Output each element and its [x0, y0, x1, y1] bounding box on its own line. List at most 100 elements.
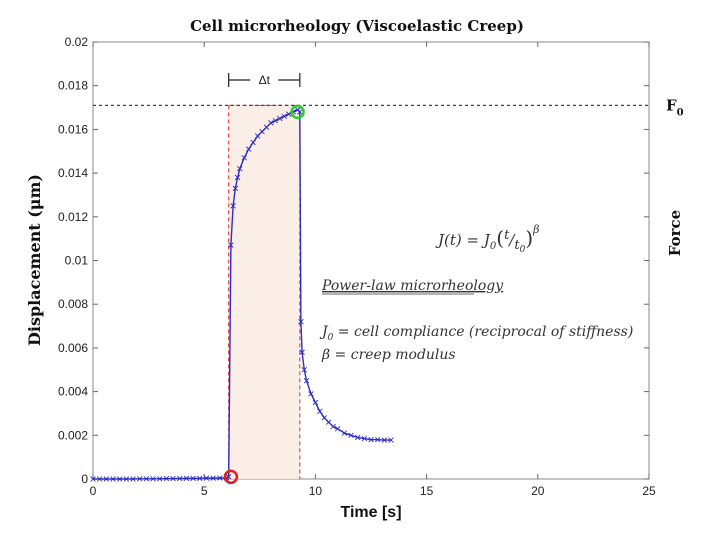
y-tick-label: 0.012 — [58, 210, 88, 224]
data-point — [268, 120, 274, 126]
data-point — [272, 117, 279, 124]
interval-label: Δt — [259, 73, 271, 87]
data-point — [110, 476, 116, 482]
data-point — [348, 432, 354, 439]
data-point — [197, 475, 203, 482]
x-tick-label: 5 — [201, 484, 208, 498]
data-point — [341, 430, 348, 436]
data-point — [308, 391, 314, 397]
data-point — [157, 476, 163, 482]
y-axis: 0 0.002 0.004 0.006 0.008 0.01 0.012 0.014 0.016… — [58, 35, 649, 486]
interval-bracket — [228, 73, 301, 87]
equation-sub0: 0 — [490, 241, 497, 252]
x-axis-label: Time [s] — [340, 504, 401, 521]
data-point — [277, 115, 283, 122]
data-point — [254, 133, 261, 139]
right-axis-label: Force — [666, 210, 684, 256]
data-point — [225, 474, 232, 480]
equation-annotation: J(t) = J0(t/t0)β — [435, 223, 540, 255]
data-point — [301, 367, 307, 373]
data-point — [230, 203, 236, 209]
y-tick-label: 0.016 — [58, 122, 88, 136]
data-point — [190, 475, 196, 482]
data-point — [232, 185, 239, 192]
data-point — [354, 434, 361, 441]
data-point — [96, 476, 103, 482]
x-tick-label: 25 — [642, 484, 656, 498]
data-point — [297, 109, 303, 115]
definition-compliance-subscript: 0 — [328, 333, 334, 343]
y-tick-label: 0.014 — [58, 166, 88, 180]
force-on-marker — [223, 469, 239, 485]
data-point — [228, 242, 234, 248]
equation-open-paren: ( — [496, 226, 504, 250]
force-window-shade — [228, 105, 300, 480]
data-point — [217, 475, 223, 481]
data-point — [259, 128, 265, 135]
data-point — [163, 475, 170, 482]
data-point — [234, 174, 241, 181]
definition-creep-modulus: β = creep modulus — [321, 347, 456, 363]
data-point — [183, 475, 190, 482]
definition-compliance-symbol: J — [319, 324, 329, 340]
y-tick-label: 0.002 — [58, 428, 88, 442]
event-markers — [223, 104, 305, 485]
x-tick-label: 20 — [531, 484, 545, 498]
data-point — [136, 476, 143, 482]
data-point — [237, 166, 243, 172]
y-tick-label: 0.02 — [65, 35, 89, 49]
force-level-label: F0 — [666, 96, 684, 118]
data-point — [281, 113, 287, 120]
y-tick-label: 0.018 — [58, 79, 88, 93]
equation-t0-sub: 0 — [520, 245, 526, 255]
equation-exponent: β — [532, 223, 539, 236]
equation-slash: / — [507, 231, 516, 249]
data-point — [321, 415, 328, 421]
definition-compliance-text: = cell compliance (reciprocal of stiffne… — [333, 324, 633, 340]
force-off-marker — [290, 104, 305, 120]
data-point — [317, 408, 323, 414]
data-point — [312, 399, 319, 406]
series-points — [90, 107, 394, 482]
data-point — [334, 426, 341, 432]
data-point — [210, 475, 216, 481]
data-point — [381, 437, 388, 443]
data-point — [103, 476, 110, 482]
y-tick-label: 0.01 — [65, 254, 89, 268]
data-point — [299, 349, 305, 355]
force-level-subscript: 0 — [677, 107, 684, 118]
data-point — [250, 139, 256, 146]
data-point — [170, 475, 176, 482]
data-point — [374, 436, 381, 443]
data-point — [130, 476, 136, 482]
data-point — [90, 476, 96, 482]
x-tick-label: 15 — [420, 484, 434, 498]
data-point — [245, 146, 252, 152]
data-point — [263, 124, 270, 130]
x-axis: 0 5 10 15 20 25 — [90, 42, 656, 498]
data-point — [150, 476, 156, 482]
data-point — [388, 437, 394, 443]
definition-compliance: J0 = cell compliance (reciprocal of stif… — [319, 324, 633, 343]
data-point — [241, 155, 247, 161]
y-axis-label: Displacement (μm) — [25, 174, 44, 346]
x-tick-label: 10 — [309, 484, 323, 498]
x-tick-label: 0 — [90, 484, 97, 498]
equation-t: t — [504, 228, 510, 243]
chart-title: Cell microrheology (Viscoelastic Creep) — [190, 17, 524, 35]
data-point — [285, 111, 292, 117]
plot-area — [92, 41, 650, 480]
data-point — [298, 318, 304, 325]
model-heading: Power-law microrheology — [321, 278, 504, 294]
force-level-letter: F — [666, 96, 677, 114]
data-point — [361, 435, 368, 442]
data-point — [326, 419, 332, 425]
data-point — [123, 476, 130, 482]
equation-close-paren: ) — [525, 226, 533, 250]
data-point — [330, 423, 336, 430]
y-tick-label: 0.006 — [58, 341, 88, 355]
equation-t0: t — [514, 238, 520, 253]
data-point — [116, 476, 123, 482]
equation-lhs: J(t) = J — [435, 231, 491, 249]
